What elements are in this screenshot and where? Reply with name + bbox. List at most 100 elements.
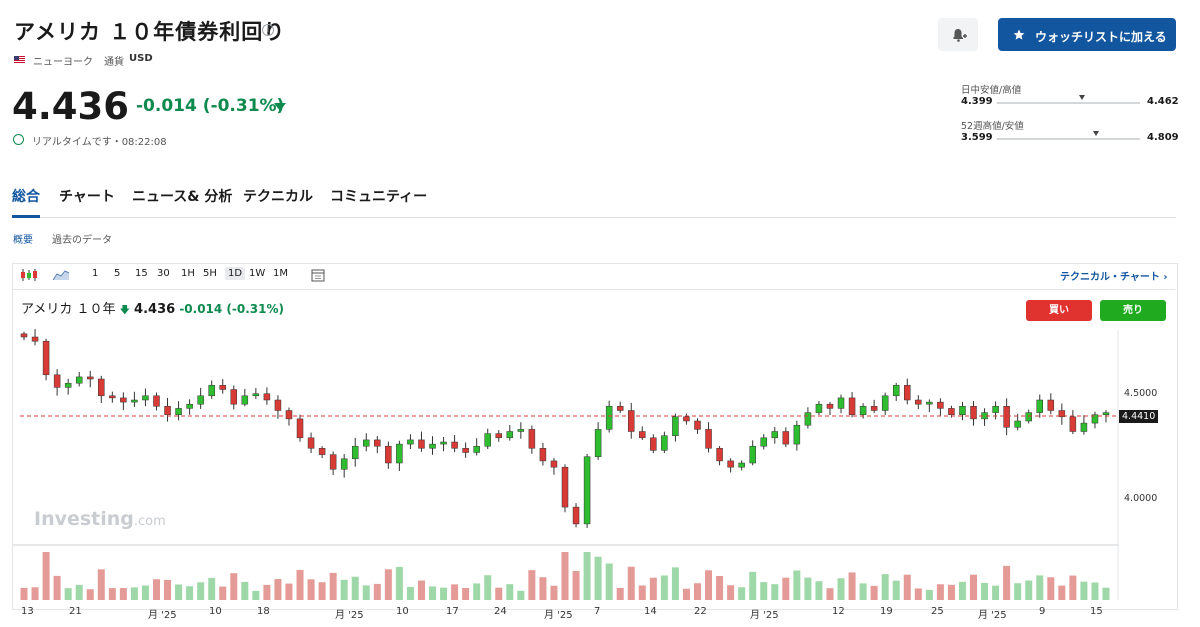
week52-low: 3.599 — [961, 132, 993, 143]
interval-1[interactable]: 1 — [92, 268, 99, 279]
candle — [572, 503, 580, 528]
candle-body — [208, 385, 215, 397]
volume-bar — [395, 566, 403, 600]
candle-body — [318, 448, 326, 455]
tab-community[interactable]: コミュニティー — [330, 189, 428, 205]
calendar-icon[interactable] — [311, 268, 325, 282]
add-alert-button[interactable] — [938, 18, 978, 51]
candle — [782, 427, 790, 448]
volume-bar — [318, 582, 326, 600]
candle — [363, 433, 370, 452]
candle-body — [31, 336, 39, 342]
volume-bar — [716, 576, 724, 600]
candle-body — [859, 406, 867, 415]
candle-body — [1036, 399, 1044, 413]
volume-bar — [97, 569, 105, 600]
candle — [937, 398, 944, 416]
volume-bar — [462, 587, 470, 600]
candle-body — [53, 374, 61, 388]
interval-1m[interactable]: 1M — [273, 268, 288, 279]
volume-bar — [638, 585, 646, 600]
candle-body — [793, 424, 801, 445]
candlesticks — [20, 329, 1110, 528]
interval-15[interactable]: 15 — [135, 268, 148, 279]
candle — [926, 399, 933, 413]
volume-bar — [75, 584, 83, 600]
volume-bar — [627, 566, 635, 600]
candle-body — [1069, 416, 1077, 432]
candle — [64, 378, 72, 395]
candle — [694, 418, 701, 434]
interval-5h[interactable]: 5H — [203, 268, 217, 279]
candle — [1036, 394, 1044, 418]
interval-30[interactable]: 30 — [157, 268, 170, 279]
candle — [396, 440, 403, 471]
volume-bar — [108, 588, 116, 600]
volume-bar — [947, 584, 955, 600]
volume-bar — [373, 583, 381, 600]
candle — [616, 401, 624, 414]
candle-body — [892, 385, 900, 397]
volume-bar — [230, 573, 238, 600]
candle — [440, 436, 447, 452]
candle-body — [263, 393, 271, 401]
subtab-summary[interactable]: 概要 — [13, 235, 33, 246]
candle — [1091, 411, 1099, 429]
volume-bar — [119, 588, 127, 600]
tab-chart[interactable]: チャート — [59, 189, 115, 205]
subtab-historical-data[interactable]: 過去のデータ — [52, 235, 112, 246]
down-arrow-icon — [274, 103, 286, 111]
candle-body — [285, 410, 293, 420]
candle — [837, 394, 845, 414]
sell-button[interactable]: 売り — [1100, 300, 1166, 321]
interval-5[interactable]: 5 — [114, 268, 121, 279]
candle — [462, 442, 469, 458]
candle-body — [340, 458, 348, 470]
chart-container[interactable] — [12, 263, 1178, 610]
x-tick-label: 7 — [594, 606, 601, 617]
x-tick-label: 14 — [644, 606, 657, 617]
candle — [75, 371, 83, 387]
candle-body — [484, 433, 491, 447]
week52-high: 4.809 — [1147, 132, 1179, 143]
add-to-watchlist-button[interactable]: ウォッチリストに加える — [998, 18, 1176, 51]
candle — [1069, 409, 1077, 435]
x-tick-label: 13 — [21, 606, 34, 617]
tab-news-analysis[interactable]: ニュース& 分析 — [132, 189, 233, 205]
candle-body — [937, 401, 944, 409]
tab-technical[interactable]: テクニカル — [243, 189, 313, 205]
candle-body — [616, 406, 624, 411]
candle-body — [363, 439, 370, 447]
tab-overview[interactable]: 総合 — [12, 189, 40, 205]
area-chart-icon[interactable] — [52, 268, 70, 282]
volume-bar — [970, 574, 978, 600]
buy-button[interactable]: 買い — [1026, 300, 1092, 321]
volume-bars — [20, 552, 1110, 600]
candlestick-type-icon[interactable] — [20, 268, 38, 282]
chart-change: -0.014 — [179, 302, 223, 316]
interval-1h[interactable]: 1H — [181, 268, 195, 279]
candle — [683, 413, 690, 425]
volume-bar — [859, 583, 867, 600]
volume-bar — [1003, 565, 1011, 600]
interval-1w[interactable]: 1W — [249, 268, 266, 279]
info-icon[interactable]: i — [262, 24, 274, 36]
volume-bar — [738, 587, 746, 600]
interval-1d[interactable]: 1D — [225, 267, 246, 280]
x-tick-label: 月 '25 — [148, 610, 177, 621]
volume-bar — [31, 587, 39, 600]
technical-chart-link[interactable]: テクニカル・チャート › — [1060, 272, 1168, 283]
candle — [904, 378, 911, 405]
x-tick-label: 12 — [832, 606, 845, 617]
candle-body — [153, 395, 160, 407]
volume-bar — [1047, 577, 1055, 600]
candle-body — [495, 433, 503, 439]
volume-bar — [550, 585, 558, 600]
candle-body — [594, 429, 602, 457]
candle — [528, 425, 536, 454]
candle — [318, 446, 326, 458]
candle — [1047, 393, 1055, 415]
day-low: 4.399 — [961, 96, 993, 107]
candle-body — [75, 376, 83, 384]
volume-bar — [362, 585, 370, 600]
